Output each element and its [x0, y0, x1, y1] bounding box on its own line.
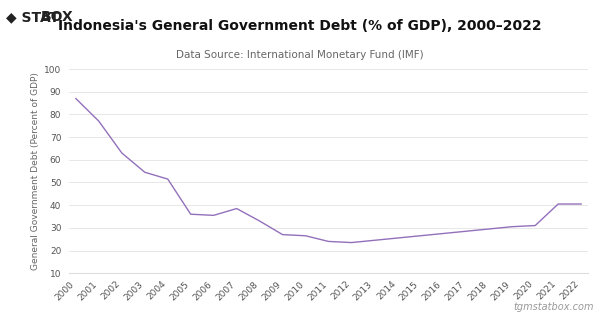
- Text: BOX: BOX: [41, 10, 74, 24]
- Text: ◆ STAT: ◆ STAT: [6, 10, 59, 24]
- Text: tgmstatbox.com: tgmstatbox.com: [514, 302, 594, 312]
- Text: Indonesia's General Government Debt (% of GDP), 2000–2022: Indonesia's General Government Debt (% o…: [58, 19, 542, 33]
- Text: Data Source: International Monetary Fund (IMF): Data Source: International Monetary Fund…: [176, 50, 424, 60]
- Y-axis label: General Government Debt (Percent of GDP): General Government Debt (Percent of GDP): [31, 72, 40, 270]
